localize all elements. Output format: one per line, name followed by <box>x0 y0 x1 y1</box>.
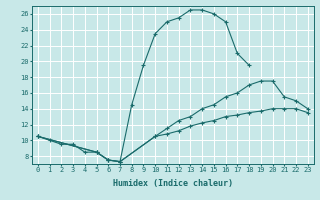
X-axis label: Humidex (Indice chaleur): Humidex (Indice chaleur) <box>113 179 233 188</box>
